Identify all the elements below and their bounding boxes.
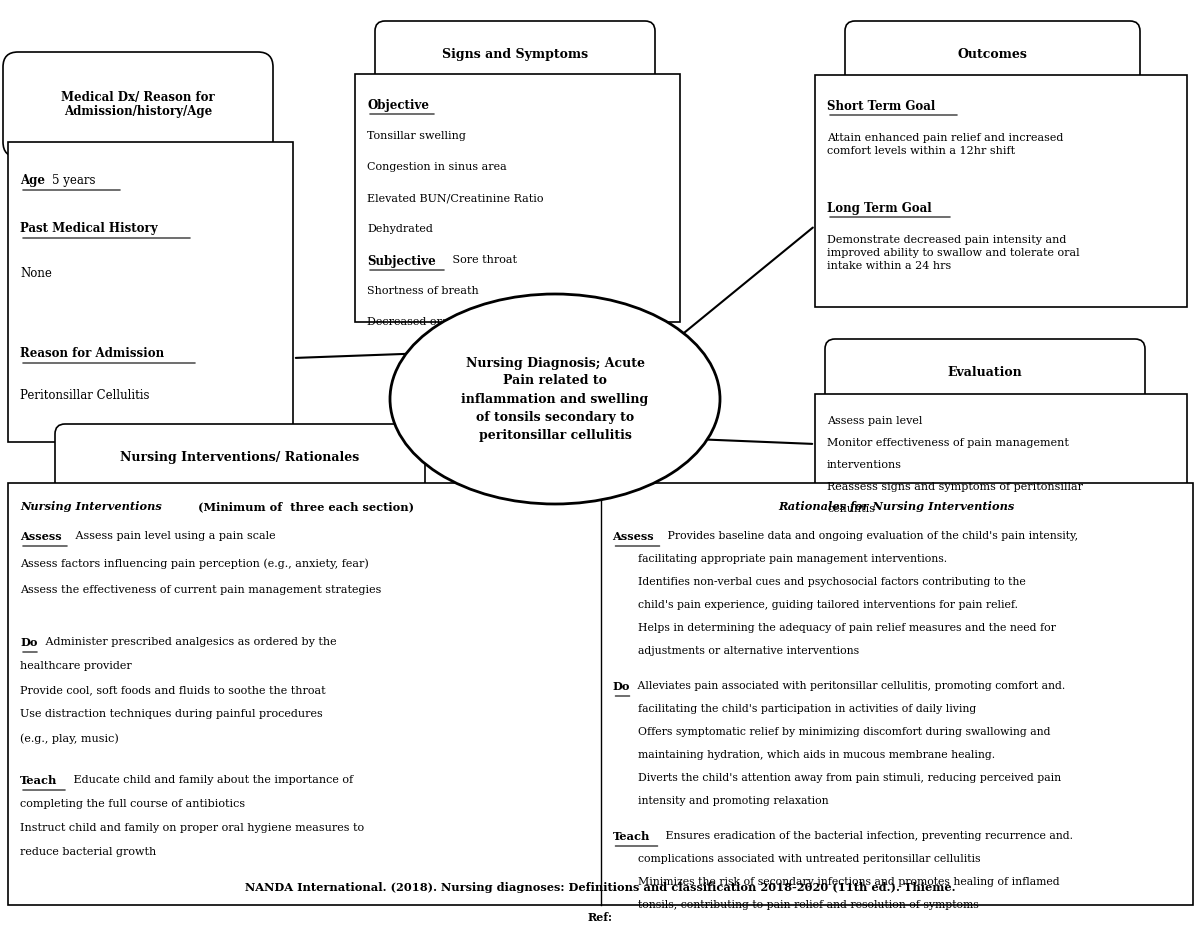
Text: intensity and promoting relaxation: intensity and promoting relaxation [624,796,829,806]
FancyBboxPatch shape [2,52,272,157]
Text: Alleviates pain associated with peritonsillar cellulitis, promoting comfort and.: Alleviates pain associated with peritons… [635,681,1066,691]
Text: Tonsillar swelling: Tonsillar swelling [367,131,466,141]
Text: cellulitis: cellulitis [827,504,875,514]
Text: Offers symptomatic relief by minimizing discomfort during swallowing and: Offers symptomatic relief by minimizing … [624,727,1051,737]
FancyBboxPatch shape [815,75,1187,307]
FancyBboxPatch shape [826,339,1145,407]
Text: reduce bacterial growth: reduce bacterial growth [20,847,156,857]
Text: Attain enhanced pain relief and increased
comfort levels within a 12hr shift: Attain enhanced pain relief and increase… [827,133,1063,157]
Text: facilitating appropriate pain management interventions.: facilitating appropriate pain management… [624,554,948,564]
Text: Reassess signs and symptoms of peritonsillar: Reassess signs and symptoms of peritonsi… [827,482,1084,492]
Text: Use distraction techniques during painful procedures: Use distraction techniques during painfu… [20,709,323,719]
Text: Do: Do [20,637,37,648]
Text: Provides baseline data and ongoing evaluation of the child's pain intensity,: Provides baseline data and ongoing evalu… [665,531,1079,541]
Text: Educate child and family about the importance of: Educate child and family about the impor… [70,775,353,785]
Text: Congestion in sinus area: Congestion in sinus area [367,162,506,172]
Text: Helps in determining the adequacy of pain relief measures and the need for: Helps in determining the adequacy of pai… [624,623,1056,633]
Text: Assess: Assess [20,531,61,542]
Text: Diverts the child's attention away from pain stimuli, reducing perceived pain: Diverts the child's attention away from … [624,773,1062,783]
Text: Sore throat: Sore throat [449,255,517,265]
Text: 5 years: 5 years [52,174,96,187]
Text: Ref:: Ref: [588,912,613,923]
Text: Teach: Teach [20,775,58,786]
FancyBboxPatch shape [8,142,293,442]
Text: Short Term Goal: Short Term Goal [827,100,935,113]
Text: Do: Do [612,681,630,692]
Text: Ensures eradication of the bacterial infection, preventing recurrence and.: Ensures eradication of the bacterial inf… [662,831,1074,841]
Text: Minimizes the risk of secondary infections and promotes healing of inflamed: Minimizes the risk of secondary infectio… [624,877,1060,887]
Text: Monitor effectiveness of pain management: Monitor effectiveness of pain management [827,438,1069,448]
Text: Decreased oral intake: Decreased oral intake [367,317,491,327]
Text: maintaining hydration, which aids in mucous membrane healing.: maintaining hydration, which aids in muc… [624,750,996,760]
Text: Past Medical History: Past Medical History [20,222,157,235]
Text: Age: Age [20,174,49,187]
Text: (Minimum of  three each section): (Minimum of three each section) [190,501,414,512]
Text: Demonstrate decreased pain intensity and
improved ability to swallow and tolerat: Demonstrate decreased pain intensity and… [827,235,1080,272]
Text: completing the full course of antibiotics: completing the full course of antibiotic… [20,799,245,809]
Text: child's pain experience, guiding tailored interventions for pain relief.: child's pain experience, guiding tailore… [624,600,1019,610]
Text: Dehydrated: Dehydrated [367,224,433,234]
Text: Nursing Diagnosis; Acute
Pain related to
inflammation and swelling
of tonsils se: Nursing Diagnosis; Acute Pain related to… [461,357,649,441]
Text: Assess the effectiveness of current pain management strategies: Assess the effectiveness of current pain… [20,585,382,595]
Text: healthcare provider: healthcare provider [20,661,132,671]
Text: None: None [20,267,52,280]
FancyBboxPatch shape [8,483,1193,905]
Text: Assess pain level: Assess pain level [827,416,923,426]
Text: Elevated BUN/Creatinine Ratio: Elevated BUN/Creatinine Ratio [367,193,544,203]
Text: complications associated with untreated peritonsillar cellulitis: complications associated with untreated … [624,854,982,864]
Text: Rationales for Nursing Interventions: Rationales for Nursing Interventions [779,501,1015,512]
Text: Long Term Goal: Long Term Goal [827,202,931,215]
Text: Medical Dx/ Reason for
Admission/history/Age: Medical Dx/ Reason for Admission/history… [61,91,215,119]
Text: Signs and Symptoms: Signs and Symptoms [442,48,588,61]
Text: Teach: Teach [612,831,650,842]
Text: Outcomes: Outcomes [958,48,1027,61]
Text: Assess factors influencing pain perception (e.g., anxiety, fear): Assess factors influencing pain percepti… [20,558,368,568]
FancyBboxPatch shape [355,74,680,322]
FancyBboxPatch shape [815,394,1187,519]
Text: (e.g., play, music): (e.g., play, music) [20,733,119,743]
Text: Assess pain level using a pain scale: Assess pain level using a pain scale [72,531,276,541]
Text: Assess: Assess [612,531,654,542]
Text: Instruct child and family on proper oral hygiene measures to: Instruct child and family on proper oral… [20,823,364,833]
Text: Objective: Objective [367,99,430,112]
FancyBboxPatch shape [845,21,1140,89]
Text: interventions: interventions [827,460,902,470]
FancyBboxPatch shape [55,424,425,492]
Text: Evaluation: Evaluation [948,366,1022,379]
Text: Peritonsillar Cellulitis: Peritonsillar Cellulitis [20,389,150,402]
Text: Administer prescribed analgesics as ordered by the: Administer prescribed analgesics as orde… [42,637,337,647]
Text: NANDA International. (2018). Nursing diagnoses: Definitions and classification 2: NANDA International. (2018). Nursing dia… [245,882,955,893]
FancyBboxPatch shape [374,21,655,89]
Text: Nursing Interventions: Nursing Interventions [20,501,162,512]
Text: Subjective: Subjective [367,255,436,268]
Text: tonsils, contributing to pain relief and resolution of symptoms: tonsils, contributing to pain relief and… [624,900,979,910]
Text: facilitating the child's participation in activities of daily living: facilitating the child's participation i… [624,704,977,714]
Text: Identifies non-verbal cues and psychosocial factors contributing to the: Identifies non-verbal cues and psychosoc… [624,577,1026,587]
Text: Shortness of breath: Shortness of breath [367,286,479,296]
Text: adjustments or alternative interventions: adjustments or alternative interventions [624,646,859,656]
Ellipse shape [390,294,720,504]
Text: Nursing Interventions/ Rationales: Nursing Interventions/ Rationales [120,451,360,464]
Text: Provide cool, soft foods and fluids to soothe the throat: Provide cool, soft foods and fluids to s… [20,685,325,695]
Text: Reason for Admission: Reason for Admission [20,347,164,360]
